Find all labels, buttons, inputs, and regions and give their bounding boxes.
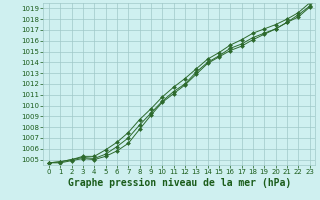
X-axis label: Graphe pression niveau de la mer (hPa): Graphe pression niveau de la mer (hPa) [68, 178, 291, 188]
